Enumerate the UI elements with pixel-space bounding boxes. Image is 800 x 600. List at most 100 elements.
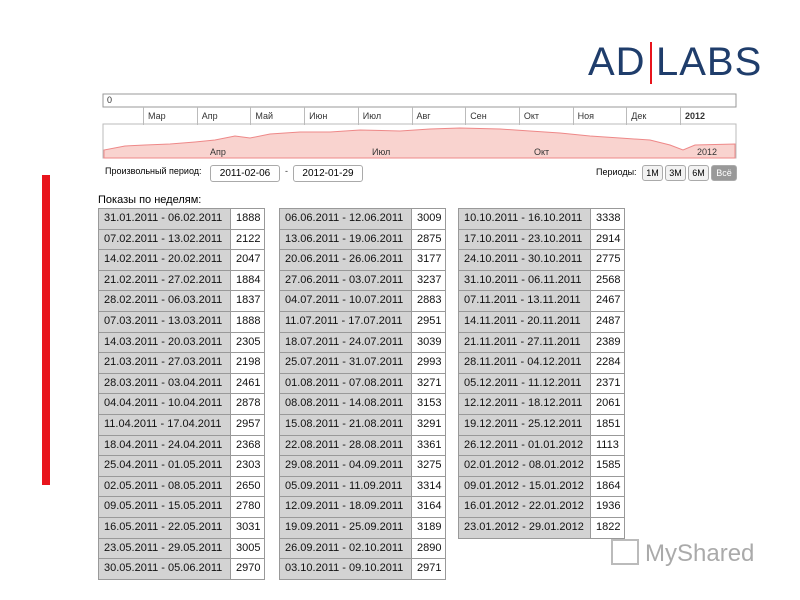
- week-range: 10.10.2011 - 16.10.2011: [458, 208, 591, 230]
- month-label: Авг: [416, 111, 431, 121]
- watermark: MyShared: [645, 540, 755, 567]
- week-value: 3177: [411, 249, 446, 271]
- scroll-bar: [102, 93, 737, 108]
- week-value: 3189: [411, 517, 446, 539]
- week-value: 3009: [411, 208, 446, 230]
- week-value: 2951: [411, 311, 446, 333]
- week-value: 1864: [590, 475, 625, 498]
- week-range: 09.01.2012 - 15.01.2012: [458, 475, 591, 498]
- month-label: Окт: [523, 111, 540, 121]
- week-range: 24.10.2011 - 30.10.2011: [458, 249, 591, 271]
- navigator-label: 2012: [697, 147, 718, 157]
- week-value: 2878: [230, 393, 265, 415]
- date-from[interactable]: 2011-02-06: [210, 165, 280, 182]
- month-label: Апр: [201, 111, 218, 121]
- navigator-area: [103, 127, 736, 159]
- table-title: Показы по неделям:: [98, 194, 202, 206]
- red-bar: [42, 175, 50, 485]
- week-value: 2198: [230, 352, 265, 374]
- navigator-label: Апр: [210, 147, 226, 157]
- week-value: 1888: [230, 208, 265, 230]
- week-value: 3005: [230, 537, 265, 560]
- week-range: 25.07.2011 - 31.07.2011: [279, 352, 412, 374]
- watermark-icon: [611, 539, 639, 565]
- navigator-label: Окт: [534, 147, 550, 157]
- week-value: 2875: [411, 228, 446, 251]
- week-range: 30.05.2011 - 05.06.2011: [98, 558, 231, 580]
- week-range: 29.08.2011 - 04.09.2011: [279, 455, 412, 477]
- week-value: 3164: [411, 496, 446, 518]
- week-value: 2775: [590, 249, 625, 271]
- month-tick: [626, 107, 628, 125]
- week-value: 1936: [590, 496, 625, 518]
- week-range: 15.08.2011 - 21.08.2011: [279, 414, 412, 436]
- week-value: 2461: [230, 372, 265, 395]
- period-button[interactable]: 1М: [642, 165, 663, 181]
- week-value: 2487: [590, 311, 625, 333]
- week-range: 01.08.2011 - 07.08.2011: [279, 372, 412, 395]
- month-tick: [250, 107, 252, 125]
- week-value: 2122: [230, 228, 265, 251]
- month-tick: [572, 107, 574, 125]
- date-separator: -: [285, 166, 288, 176]
- week-range: 23.01.2012 - 29.01.2012: [458, 517, 591, 539]
- week-range: 13.06.2011 - 19.06.2011: [279, 228, 412, 251]
- navigator-label: Июл: [372, 147, 391, 157]
- week-range: 18.04.2011 - 24.04.2011: [98, 434, 231, 457]
- week-range: 07.03.2011 - 13.03.2011: [98, 311, 231, 333]
- date-to[interactable]: 2012-01-29: [293, 165, 363, 182]
- week-value: 1113: [590, 434, 625, 457]
- period-button[interactable]: Всё: [711, 165, 737, 181]
- week-value: 1822: [590, 517, 625, 539]
- week-range: 14.11.2011 - 20.11.2011: [458, 311, 591, 333]
- week-value: 3338: [590, 208, 625, 230]
- week-value: 2993: [411, 352, 446, 374]
- week-range: 05.09.2011 - 11.09.2011: [279, 475, 412, 498]
- week-value: 2305: [230, 331, 265, 354]
- week-value: 3237: [411, 269, 446, 292]
- week-range: 12.12.2011 - 18.12.2011: [458, 393, 591, 415]
- week-range: 21.02.2011 - 27.02.2011: [98, 269, 231, 292]
- week-range: 28.03.2011 - 03.04.2011: [98, 372, 231, 395]
- week-value: 3031: [230, 517, 265, 539]
- week-value: 2368: [230, 434, 265, 457]
- week-range: 26.09.2011 - 02.10.2011: [279, 537, 412, 560]
- week-range: 11.04.2011 - 17.04.2011: [98, 414, 231, 436]
- period-button[interactable]: 6М: [688, 165, 709, 181]
- week-range: 19.09.2011 - 25.09.2011: [279, 517, 412, 539]
- week-value: 3275: [411, 455, 446, 477]
- week-range: 12.09.2011 - 18.09.2011: [279, 496, 412, 518]
- axis-zero: 0: [107, 95, 113, 105]
- week-range: 31.01.2011 - 06.02.2011: [98, 208, 231, 230]
- period-button[interactable]: 3М: [665, 165, 686, 181]
- week-value: 2303: [230, 455, 265, 477]
- logo-left: AD: [588, 40, 646, 84]
- period-label: Произвольный период:: [105, 166, 202, 176]
- week-value: 2061: [590, 393, 625, 415]
- week-value: 3291: [411, 414, 446, 436]
- week-range: 19.12.2011 - 25.12.2011: [458, 414, 591, 436]
- week-range: 14.03.2011 - 20.03.2011: [98, 331, 231, 354]
- week-range: 06.06.2011 - 12.06.2011: [279, 208, 412, 230]
- week-range: 21.11.2011 - 27.11.2011: [458, 331, 591, 354]
- week-value: 2970: [230, 558, 265, 580]
- week-value: 1837: [230, 290, 265, 312]
- week-range: 27.06.2011 - 03.07.2011: [279, 269, 412, 292]
- week-value: 2568: [590, 269, 625, 292]
- week-range: 21.03.2011 - 27.03.2011: [98, 352, 231, 374]
- week-value: 2890: [411, 537, 446, 560]
- week-range: 16.01.2012 - 22.01.2012: [458, 496, 591, 518]
- week-value: 2371: [590, 372, 625, 395]
- month-label: Июл: [362, 111, 382, 121]
- week-range: 17.10.2011 - 23.10.2011: [458, 228, 591, 251]
- week-value: 2957: [230, 414, 265, 436]
- week-value: 1851: [590, 414, 625, 436]
- week-value: 3153: [411, 393, 446, 415]
- week-range: 07.02.2011 - 13.02.2011: [98, 228, 231, 251]
- month-tick: [357, 107, 359, 125]
- week-range: 02.05.2011 - 08.05.2011: [98, 475, 231, 498]
- week-range: 08.08.2011 - 14.08.2011: [279, 393, 412, 415]
- week-range: 28.02.2011 - 06.03.2011: [98, 290, 231, 312]
